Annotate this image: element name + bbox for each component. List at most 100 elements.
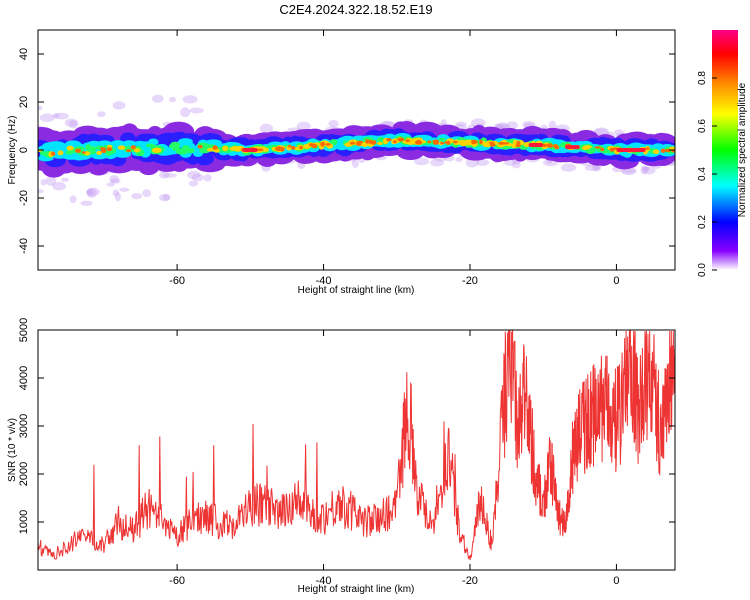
snr-frame <box>37 329 676 571</box>
heatmap-speckle <box>188 180 199 187</box>
y-tick-label: 20 <box>18 96 30 108</box>
colorbar-tick-label: 0.4 <box>697 167 708 181</box>
heatmap-speckle <box>69 195 77 204</box>
heatmap-cell <box>81 151 86 154</box>
heatmap-cell <box>175 149 188 155</box>
y-tick-label: 5000 <box>18 318 30 342</box>
x-tick-label: -40 <box>316 575 332 587</box>
snr-y-axis-label: SNR (10 * v/v) <box>7 418 18 482</box>
heatmap-speckle <box>430 158 445 167</box>
heatmap-speckle <box>112 189 120 197</box>
heatmap-cell <box>433 141 439 145</box>
heatmap-cell <box>386 138 392 142</box>
heatmap-speckle <box>493 123 509 129</box>
heatmap-cell <box>415 140 423 145</box>
heatmap-cell <box>440 142 445 145</box>
y-tick-label: 2000 <box>18 462 30 486</box>
heatmap-speckle <box>152 94 164 103</box>
heatmap-cell <box>291 145 296 150</box>
heatmap-cell <box>452 140 458 144</box>
heatmap-cell <box>151 147 162 153</box>
heatmap-cell <box>47 141 66 150</box>
heatmap-speckle <box>560 163 577 172</box>
heatmap-cell <box>212 146 219 150</box>
snr-series-line <box>38 330 675 561</box>
heatmap-cell <box>515 144 521 148</box>
heatmap-cell <box>498 141 505 145</box>
heatmap-speckle <box>158 171 170 179</box>
x-tick-label: -60 <box>169 575 185 587</box>
heatmap-peak <box>616 148 646 152</box>
heatmap-cell <box>325 143 331 146</box>
heatmap-speckle <box>191 173 204 182</box>
heatmap-speckle <box>114 192 121 202</box>
heatmap-cell <box>405 139 411 142</box>
heatmap-speckle <box>259 123 274 134</box>
heatmap-cell <box>581 146 589 151</box>
heatmap-speckle <box>351 158 359 169</box>
heatmap-speckle <box>112 101 126 110</box>
heatmap-speckle <box>39 113 55 123</box>
heatmap-speckle <box>455 121 467 127</box>
heatmap-speckle <box>640 165 648 175</box>
heatmap-speckle <box>162 193 171 201</box>
y-tick-label: -40 <box>18 238 30 254</box>
heatmap-speckle <box>506 121 518 130</box>
heatmap-cell <box>279 146 285 152</box>
heatmap-cell <box>188 148 195 153</box>
heatmap-speckle <box>110 178 121 184</box>
heatmap-cell <box>472 140 478 144</box>
heatmap-speckle <box>414 157 430 166</box>
heatmap-cell <box>609 147 615 152</box>
heatmap-cell <box>96 150 103 155</box>
heatmap-cell <box>554 145 560 150</box>
x-tick-label: -20 <box>462 575 478 587</box>
heatmap-speckle <box>585 165 599 172</box>
y-tick-label: 1000 <box>18 510 30 534</box>
heatmap-cell <box>355 141 362 146</box>
heatmap-cell <box>89 146 97 153</box>
colorbar-label: Normalized spectral amplitude <box>737 82 748 217</box>
heatmap-speckle <box>189 107 204 114</box>
heatmap-speckle <box>328 119 339 128</box>
heatmap-cell <box>397 137 405 142</box>
heatmap-peak <box>565 145 580 150</box>
heatmap-cell <box>541 143 548 148</box>
heatmap-speckle <box>61 177 70 182</box>
colorbar-gradient <box>712 30 738 270</box>
heatmap-cell <box>645 147 650 150</box>
heatmap-speckle <box>642 166 656 175</box>
heatmap-cell <box>287 144 292 148</box>
heatmap-speckle <box>86 188 97 198</box>
heatmap-speckle <box>52 113 60 119</box>
heatmap-speckle <box>182 95 198 104</box>
y-tick-label: 0 <box>18 147 30 153</box>
heatmap-speckle <box>296 121 311 132</box>
heatmap-speckle <box>455 157 463 163</box>
colorbar: 0.0 0.2 0.4 0.6 0.8 Normalized spectral ampl… <box>697 30 748 277</box>
heatmap-speckle <box>642 166 650 172</box>
heatmap-speckle <box>52 181 66 191</box>
heatmap-peak <box>243 148 258 152</box>
heatmap-speckle <box>169 96 177 103</box>
heatmap-speckle <box>142 189 151 198</box>
heatmap-speckle <box>97 111 106 118</box>
heatmap-cell <box>665 148 671 153</box>
heatmap-peak <box>528 142 544 147</box>
heatmap-speckle <box>131 192 143 200</box>
heatmap-cell <box>126 149 132 152</box>
colorbar-tick-label: 0.6 <box>697 119 708 133</box>
heatmap-speckle <box>158 193 170 202</box>
heatmap-x-ticks: -60 -40 -20 0 <box>169 30 619 287</box>
heatmap-cell <box>222 145 229 151</box>
heatmap-blobs <box>38 94 675 206</box>
heatmap-y-axis-label: Frequency (Hz) <box>7 116 18 185</box>
x-tick-label: -20 <box>462 275 478 287</box>
heatmap-cell <box>110 140 126 148</box>
heatmap-cell <box>54 153 67 159</box>
heatmap-cell <box>546 143 553 148</box>
heatmap-speckle <box>180 107 191 118</box>
heatmap-cell <box>427 140 432 144</box>
heatmap-cell <box>299 145 304 150</box>
chart-title: C2E4.2024.322.18.52.E19 <box>279 2 432 17</box>
